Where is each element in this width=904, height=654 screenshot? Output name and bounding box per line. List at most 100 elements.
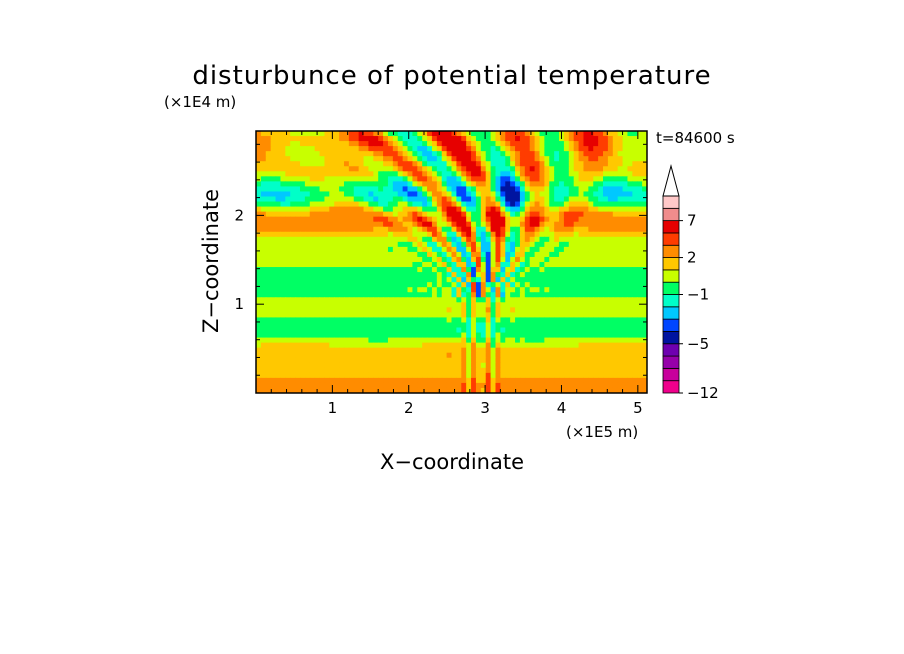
heatmap-cell: [436, 322, 443, 329]
heatmap-cell: [607, 272, 614, 278]
heatmap-cell: [622, 287, 629, 293]
heatmap-cell: [475, 146, 482, 152]
heatmap-cell: [642, 196, 647, 203]
heatmap-cell: [299, 362, 306, 369]
heatmap-cell: [559, 282, 565, 288]
heatmap-cell: [441, 382, 448, 389]
heatmap-cell: [402, 352, 409, 359]
heatmap-cell: [607, 141, 614, 147]
heatmap-cell: [275, 211, 282, 218]
heatmap-cell: [593, 161, 599, 167]
heatmap-cell: [534, 176, 541, 182]
heatmap-cell: [422, 277, 428, 283]
heatmap-cell: [466, 272, 472, 278]
heatmap-cell: [554, 181, 560, 188]
heatmap-cell: [358, 332, 365, 339]
heatmap-cell: [627, 166, 633, 172]
heatmap-cell: [622, 272, 629, 278]
heatmap-cell: [270, 347, 277, 354]
heatmap-cell: [598, 307, 604, 313]
heatmap-cell: [353, 362, 360, 369]
heatmap-cell: [510, 337, 516, 344]
heatmap-cell: [637, 312, 643, 319]
heatmap-cell: [505, 317, 511, 324]
heatmap-cell: [290, 251, 296, 258]
heatmap-cell: [446, 267, 453, 273]
heatmap-cell: [588, 216, 594, 223]
heatmap-cell: [383, 387, 389, 393]
heatmap-cell: [299, 211, 306, 218]
heatmap-cell: [392, 347, 399, 354]
heatmap-cell: [480, 307, 487, 313]
heatmap-cell: [265, 131, 272, 137]
heatmap-cell: [304, 367, 311, 374]
heatmap-cell: [309, 141, 316, 147]
heatmap-cell: [319, 347, 326, 354]
heatmap-cell: [431, 267, 438, 273]
heatmap-cell: [475, 196, 482, 203]
heatmap-cell: [422, 362, 428, 369]
heatmap-cell: [309, 302, 316, 308]
heatmap-cell: [475, 337, 482, 344]
heatmap-cell: [392, 201, 399, 208]
heatmap-cell: [544, 307, 550, 313]
heatmap-cell: [622, 256, 629, 263]
heatmap-cell: [373, 201, 379, 208]
heatmap-cell: [593, 156, 599, 162]
heatmap-cell: [285, 372, 291, 379]
heatmap-cell: [363, 201, 370, 208]
heatmap-cell: [510, 387, 516, 393]
heatmap-cell: [324, 327, 330, 334]
heatmap-cell: [617, 317, 624, 324]
heatmap-cell: [387, 387, 394, 393]
heatmap-cell: [485, 216, 492, 223]
heatmap-cell: [490, 347, 497, 354]
heatmap-cell: [407, 171, 413, 177]
heatmap-cell: [637, 362, 643, 369]
heatmap-cell: [373, 372, 379, 379]
heatmap-cell: [392, 312, 399, 319]
heatmap-cell: [334, 156, 340, 162]
heatmap-cell: [304, 337, 311, 344]
heatmap-cell: [270, 136, 277, 142]
heatmap-cell: [544, 226, 550, 233]
heatmap-cell: [461, 176, 467, 182]
heatmap-cell: [329, 231, 335, 238]
heatmap-cell: [510, 256, 516, 263]
heatmap-cell: [534, 216, 541, 223]
heatmap-cell: [373, 307, 379, 313]
heatmap-cell: [534, 267, 541, 273]
heatmap-cell: [490, 387, 497, 393]
heatmap-cell: [441, 236, 448, 243]
heatmap-cell: [353, 262, 360, 268]
heatmap-cell: [270, 327, 277, 334]
heatmap-cell: [642, 211, 647, 218]
heatmap-cell: [568, 362, 575, 369]
heatmap-cell: [559, 292, 565, 298]
heatmap-cell: [451, 191, 457, 198]
heatmap-cell: [461, 206, 467, 213]
heatmap-cell: [441, 166, 448, 172]
heatmap-cell: [295, 226, 301, 233]
heatmap-cell: [339, 372, 345, 379]
heatmap-cell: [598, 322, 604, 329]
heatmap-cell: [436, 181, 443, 188]
heatmap-cell: [480, 206, 487, 213]
heatmap-cell: [353, 186, 360, 193]
heatmap-cell: [270, 241, 277, 248]
heatmap-cell: [348, 146, 355, 152]
heatmap-cell: [348, 136, 355, 142]
heatmap-cell: [471, 226, 477, 233]
heatmap-cell: [343, 161, 350, 167]
heatmap-cell: [529, 272, 536, 278]
heatmap-cell: [490, 267, 497, 273]
heatmap-cell: [427, 221, 433, 228]
heatmap-cell: [368, 236, 374, 243]
heatmap-cell: [603, 246, 609, 253]
heatmap-cell: [495, 186, 501, 193]
heatmap-cell: [392, 191, 399, 198]
heatmap-cell: [304, 151, 311, 157]
heatmap-cell: [309, 226, 316, 233]
heatmap-cell: [397, 251, 404, 258]
heatmap-cell: [495, 387, 501, 393]
